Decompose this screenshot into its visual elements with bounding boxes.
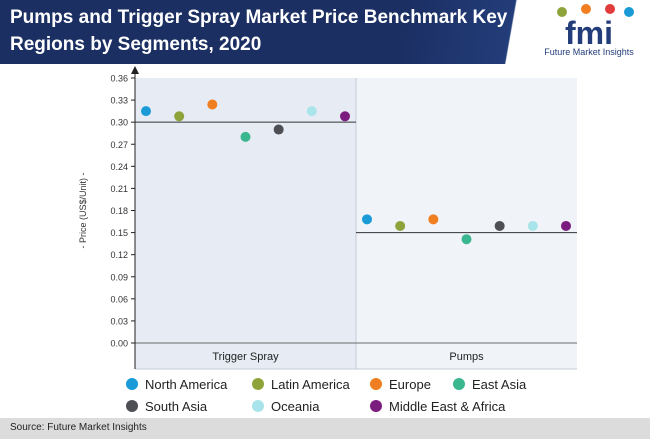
legend-item: Middle East & Africa <box>370 397 505 415</box>
legend-label: Middle East & Africa <box>389 398 506 414</box>
y-tick-label: 0.12 <box>110 250 128 260</box>
logo-subtitle: Future Market Insights <box>544 47 634 57</box>
category-label: Pumps <box>449 351 484 363</box>
data-point <box>561 220 571 231</box>
legend-swatch <box>126 378 138 390</box>
legend-swatch <box>453 378 465 390</box>
price-benchmark-chart: 0.00 0.03 0.06 0.09 0.12 0.15 0.18 0.21 0.24 0.27… <box>78 66 577 370</box>
data-point <box>428 214 439 225</box>
data-point <box>494 220 505 231</box>
legend-label: Europe <box>389 376 431 392</box>
y-tick-label: 0.15 <box>110 228 128 238</box>
data-point <box>395 220 406 231</box>
legend-swatch <box>252 378 264 390</box>
legend-item: Oceania <box>252 397 319 415</box>
legend-label: North America <box>145 376 228 392</box>
chart-title: Pumps and Trigger Spray Market Price Ben… <box>10 7 508 55</box>
data-point <box>207 99 218 110</box>
y-axis-label: - Price (US$/Unit) - <box>78 172 88 248</box>
fmi-logo: fmi Future Market Insights <box>528 0 650 64</box>
legend-item: North America <box>126 375 227 393</box>
source-note: Source: Future Market Insights <box>10 422 147 433</box>
header-banner: Pumps and Trigger Spray Market Price Ben… <box>0 0 650 64</box>
legend-item: East Asia <box>453 375 526 393</box>
logo-mark: fmi <box>565 15 613 48</box>
y-tick-label: 0.33 <box>110 96 128 106</box>
legend-item: South Asia <box>126 397 207 415</box>
fmi-logo-icon: fmi <box>557 4 634 51</box>
legend-label: South Asia <box>145 398 208 414</box>
legend-swatch <box>126 400 138 412</box>
y-tick-label: 0.09 <box>110 272 128 282</box>
category-panel <box>356 78 577 369</box>
legend-label: East Asia <box>472 376 527 392</box>
data-point <box>273 124 284 135</box>
legend-swatch <box>370 400 382 412</box>
data-point <box>527 220 538 231</box>
y-tick-label: 0.21 <box>110 184 128 194</box>
category-label: Trigger Spray <box>212 351 279 363</box>
data-point <box>306 106 317 117</box>
y-tick-label: 0.03 <box>110 316 128 326</box>
data-point <box>174 111 185 122</box>
footer-bar: Source: Future Market Insights <box>0 418 650 439</box>
y-tick-label: 0.00 <box>110 339 128 349</box>
y-axis-arrow <box>131 66 139 74</box>
data-point <box>340 111 350 122</box>
y-tick-label: 0.27 <box>110 140 128 150</box>
data-point <box>141 106 151 117</box>
y-tick-label: 0.24 <box>110 162 128 172</box>
legend-item: Latin America <box>252 375 350 393</box>
data-point <box>461 234 472 245</box>
y-tick-label: 0.30 <box>110 118 128 128</box>
chart-legend: North America Latin America Europe East Asi… <box>0 372 650 416</box>
y-tick-label: 0.06 <box>110 294 128 304</box>
legend-label: Oceania <box>271 398 320 414</box>
category-panel <box>135 78 356 369</box>
legend-swatch <box>252 400 264 412</box>
y-tick-label: 0.36 <box>110 74 128 84</box>
data-point <box>362 214 372 225</box>
y-tick-label: 0.18 <box>110 206 128 216</box>
legend-label: Latin America <box>271 376 350 392</box>
legend-item: Europe <box>370 375 431 393</box>
legend-swatch <box>370 378 382 390</box>
data-point <box>240 131 251 142</box>
